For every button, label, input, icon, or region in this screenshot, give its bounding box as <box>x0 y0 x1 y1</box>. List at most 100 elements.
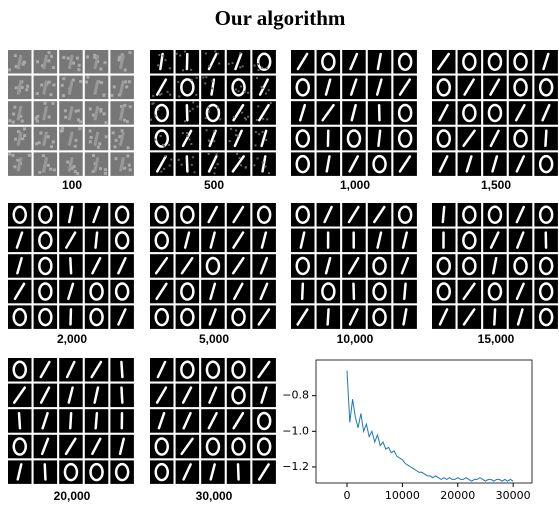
noise <box>257 105 259 107</box>
noise <box>184 120 186 122</box>
noise <box>192 101 194 103</box>
noise <box>262 118 264 120</box>
noise <box>159 94 161 96</box>
noise <box>103 112 106 115</box>
noise <box>257 69 259 71</box>
noise <box>129 168 132 171</box>
noise <box>170 159 172 161</box>
noise <box>123 167 126 170</box>
noise <box>93 54 96 57</box>
noise <box>191 79 193 81</box>
noise <box>77 109 80 112</box>
y-tick-label: −1.0 <box>282 424 309 437</box>
noise <box>15 86 18 89</box>
noise <box>85 81 88 84</box>
noise <box>67 57 70 60</box>
noise <box>13 165 16 168</box>
sample-grid <box>291 203 417 329</box>
noise <box>195 94 197 96</box>
noise <box>213 172 215 174</box>
noise <box>265 139 267 141</box>
noise <box>126 120 129 123</box>
noise <box>205 117 207 119</box>
noise <box>21 120 24 123</box>
noise <box>14 138 17 141</box>
noise <box>12 112 15 115</box>
noise <box>73 165 76 168</box>
noise <box>123 119 126 122</box>
noise <box>99 167 102 170</box>
noise <box>181 164 183 166</box>
noise <box>119 56 122 59</box>
noise <box>205 52 207 54</box>
noise <box>258 133 260 135</box>
panel-label: 500 <box>204 178 224 192</box>
noise <box>262 161 264 163</box>
sample-grid <box>150 50 276 176</box>
noise <box>23 134 26 137</box>
noise <box>189 110 191 112</box>
x-tick-label: 20000 <box>440 489 475 502</box>
digit-one <box>19 413 20 428</box>
noise <box>13 106 16 109</box>
noise <box>178 159 180 161</box>
noise <box>74 145 77 148</box>
noise <box>89 140 92 143</box>
noise <box>270 102 272 104</box>
noise <box>8 153 11 156</box>
noise <box>127 146 130 149</box>
noise <box>264 165 266 167</box>
noise <box>266 67 268 69</box>
noise <box>228 63 230 65</box>
noise <box>8 68 11 71</box>
noise <box>105 135 108 138</box>
digit-one <box>494 309 495 324</box>
noise <box>100 81 103 84</box>
noise <box>235 134 237 136</box>
noise <box>157 64 159 66</box>
digit-one <box>545 131 546 146</box>
noise <box>72 62 75 65</box>
noise <box>244 91 246 93</box>
noise <box>204 82 206 84</box>
sample-grid <box>150 203 276 329</box>
digit-one <box>96 233 98 248</box>
noise <box>115 157 118 160</box>
noise <box>214 50 216 52</box>
noise <box>104 168 107 171</box>
noise <box>118 58 121 61</box>
noise <box>213 140 215 142</box>
figure: Our algorithm 1005001,0001,5002,0005,000… <box>0 0 559 506</box>
noise <box>76 172 79 175</box>
noise <box>86 55 89 58</box>
digit-one <box>70 258 71 273</box>
noise <box>11 154 14 157</box>
digit-one <box>121 388 122 403</box>
noise <box>242 65 244 67</box>
noise <box>154 115 156 117</box>
y-tick-label: −0.8 <box>282 389 309 402</box>
noise <box>61 127 64 130</box>
noise <box>61 84 64 87</box>
noise <box>247 116 249 118</box>
noise <box>196 77 198 79</box>
noise <box>62 94 65 97</box>
noise <box>164 155 166 157</box>
noise <box>50 55 53 58</box>
noise <box>182 132 184 134</box>
noise <box>261 86 263 88</box>
noise <box>217 163 219 165</box>
noise <box>47 59 50 62</box>
noise <box>92 154 95 157</box>
noise <box>113 145 116 148</box>
x-tick-label: 0 <box>344 489 351 502</box>
noise <box>113 85 116 88</box>
noise <box>22 63 25 66</box>
noise <box>214 167 216 169</box>
noise <box>86 76 89 79</box>
noise <box>256 77 258 79</box>
noise <box>76 57 79 60</box>
noise <box>191 164 193 166</box>
noise <box>97 146 100 149</box>
noise <box>169 67 171 69</box>
